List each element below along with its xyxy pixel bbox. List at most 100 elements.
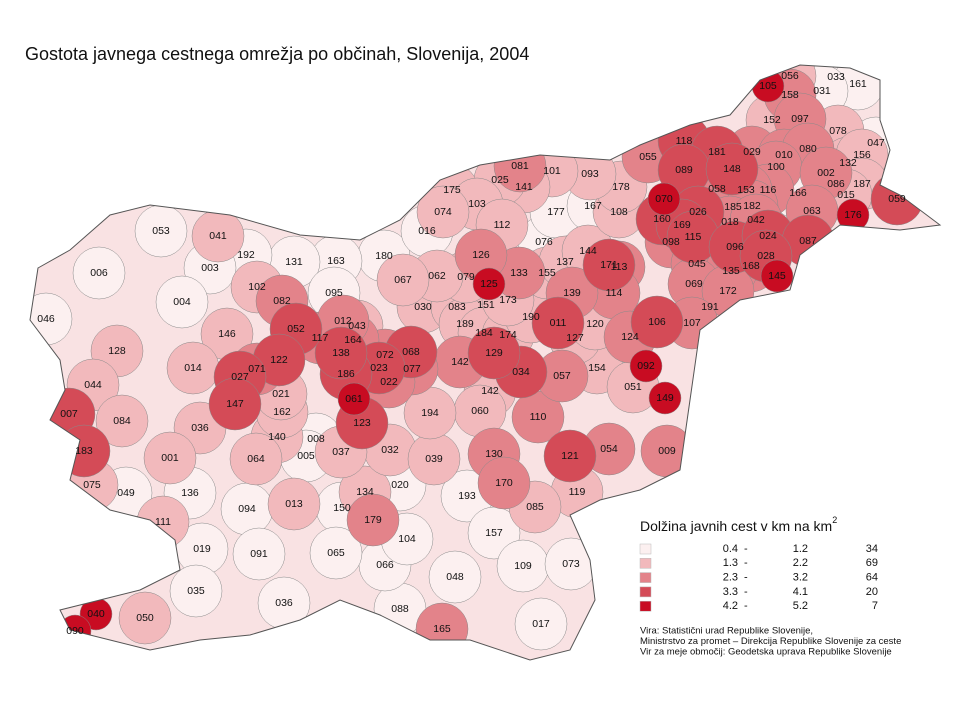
municipality-code: 029 xyxy=(743,146,761,158)
municipality-code: 023 xyxy=(370,362,388,374)
municipality-code: 048 xyxy=(446,571,464,583)
municipality-code: 112 xyxy=(494,219,511,231)
municipality-code: 129 xyxy=(485,347,503,359)
municipality-code: 102 xyxy=(248,281,266,293)
municipality-code: 060 xyxy=(471,405,489,417)
municipality-code: 004 xyxy=(173,296,191,308)
municipality-code: 109 xyxy=(514,560,532,572)
municipality xyxy=(477,456,531,510)
municipality-code: 033 xyxy=(827,71,845,83)
municipality-code: 149 xyxy=(656,392,674,404)
legend-swatch xyxy=(639,586,652,598)
legend-separator: - xyxy=(744,557,748,569)
municipality-code: 192 xyxy=(237,249,255,261)
municipality xyxy=(155,275,209,329)
municipality-code: 096 xyxy=(726,241,744,253)
municipality-code: 016 xyxy=(418,225,436,237)
municipality-code: 164 xyxy=(344,334,362,346)
municipality-code: 175 xyxy=(443,184,461,196)
municipality-code: 126 xyxy=(472,249,490,261)
municipality-code: 174 xyxy=(499,329,517,341)
municipality-code: 058 xyxy=(708,183,726,195)
municipality-code: 194 xyxy=(421,407,439,419)
municipality-code: 166 xyxy=(789,187,807,199)
municipality-code: 092 xyxy=(637,360,655,372)
municipality-code: 089 xyxy=(675,164,693,176)
municipality-code: 066 xyxy=(376,559,394,571)
municipality-code: 053 xyxy=(152,225,170,237)
municipality-code: 015 xyxy=(837,189,855,201)
municipality-code: 035 xyxy=(187,585,205,597)
municipality-code: 031 xyxy=(813,85,831,97)
municipality-code: 169 xyxy=(673,219,691,231)
municipality-code: 138 xyxy=(332,347,350,359)
municipality-code: 051 xyxy=(624,381,642,393)
municipality-code: 032 xyxy=(381,444,399,456)
municipality-code: 044 xyxy=(84,379,102,391)
municipality xyxy=(543,429,597,483)
municipality-code: 062 xyxy=(428,270,446,282)
municipality-code: 088 xyxy=(391,603,409,615)
municipality-code: 073 xyxy=(562,558,580,570)
municipality-code: 068 xyxy=(402,346,420,358)
municipality-code: 147 xyxy=(226,398,244,410)
municipality-code: 154 xyxy=(588,362,606,374)
municipality-code: 135 xyxy=(722,265,740,277)
legend-to: 5.2 xyxy=(793,600,808,612)
municipality-code: 055 xyxy=(639,151,657,163)
municipality xyxy=(229,432,283,486)
legend-swatch xyxy=(639,558,652,569)
municipality-code: 144 xyxy=(579,245,597,257)
municipality-code: 007 xyxy=(60,408,78,420)
municipality-code: 139 xyxy=(563,287,581,299)
legend-from: 4.2 xyxy=(723,600,738,612)
municipality-code: 082 xyxy=(273,295,291,307)
municipality-code: 097 xyxy=(791,113,809,125)
municipality-code: 123 xyxy=(353,417,371,429)
municipality-code: 002 xyxy=(817,167,835,179)
municipality-code: 069 xyxy=(685,278,703,290)
municipality-code: 077 xyxy=(403,363,421,375)
municipality xyxy=(629,349,663,383)
legend-separator: - xyxy=(744,572,748,584)
municipality-code: 127 xyxy=(566,332,584,344)
municipality-code: 122 xyxy=(270,354,288,366)
municipality-code: 019 xyxy=(193,543,211,555)
municipality-code: 146 xyxy=(218,328,236,340)
municipality-code: 074 xyxy=(434,206,452,218)
municipality-code: 084 xyxy=(113,415,131,427)
legend-separator: - xyxy=(744,543,748,555)
municipality-code: 167 xyxy=(584,200,602,212)
municipality-code: 185 xyxy=(724,201,742,213)
municipality xyxy=(95,394,149,448)
municipality-code: 087 xyxy=(799,235,817,247)
municipality-code: 187 xyxy=(853,178,871,190)
legend-count: 34 xyxy=(866,543,878,555)
legend-from: 1.3 xyxy=(723,557,738,569)
legend-count: 69 xyxy=(866,557,878,569)
municipality-code: 172 xyxy=(719,285,737,297)
municipality-code: 186 xyxy=(337,368,355,380)
municipality-code: 018 xyxy=(721,216,739,228)
municipality-code: 083 xyxy=(448,301,466,313)
municipality-code: 006 xyxy=(90,267,108,279)
municipality-code: 059 xyxy=(888,193,906,205)
municipality-code: 161 xyxy=(849,78,867,90)
municipality-code: 162 xyxy=(273,406,291,418)
municipality-code: 027 xyxy=(231,371,249,383)
municipality-code: 114 xyxy=(606,287,623,299)
municipality-code: 079 xyxy=(457,271,475,283)
municipality-code: 191 xyxy=(701,301,719,313)
municipality-code: 163 xyxy=(327,255,345,267)
municipality-code: 008 xyxy=(307,433,325,445)
municipality-code: 072 xyxy=(376,349,394,361)
municipality-code: 093 xyxy=(581,168,599,180)
municipality-code: 179 xyxy=(364,514,382,526)
municipality-code: 042 xyxy=(747,214,765,226)
municipality-code: 148 xyxy=(723,163,741,175)
municipality-code: 107 xyxy=(683,317,701,329)
municipality-code: 076 xyxy=(535,236,553,248)
municipality-code: 182 xyxy=(743,200,761,212)
map-title: Gostota javnega cestnega omrežja po obči… xyxy=(25,44,529,64)
municipality-code: 134 xyxy=(356,486,374,498)
